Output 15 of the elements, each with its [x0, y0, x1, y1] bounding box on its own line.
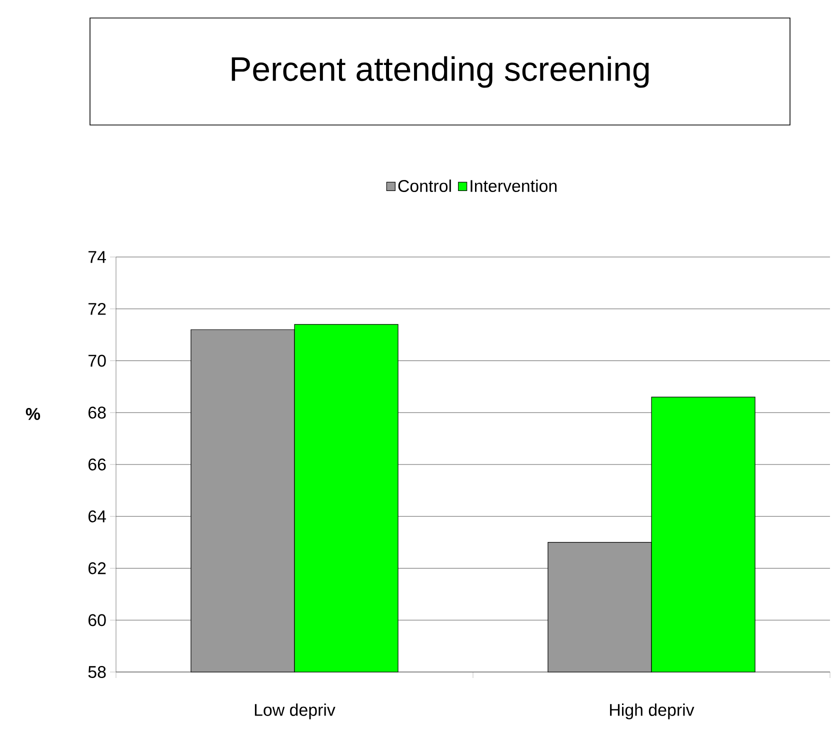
y-tick-label: 58 [88, 666, 106, 678]
y-tick-label: 72 [88, 302, 106, 315]
y-axis-title: % [26, 408, 40, 420]
y-tick-label: 68 [88, 406, 106, 419]
y-tick-label: 64 [88, 510, 106, 522]
y-tick-label: 70 [88, 354, 106, 367]
chart-title: Percent attending screening [232, 56, 649, 88]
y-tick-label: 62 [88, 562, 106, 574]
legend-label: Intervention [470, 180, 557, 192]
legend-label: Control [398, 180, 451, 192]
y-tick-label: 66 [88, 458, 106, 470]
x-tick-label: Low depriv [254, 704, 336, 720]
y-tick-label: 60 [88, 614, 106, 626]
y-tick-label: 74 [88, 251, 106, 263]
x-tick-label: High depriv [610, 704, 694, 720]
